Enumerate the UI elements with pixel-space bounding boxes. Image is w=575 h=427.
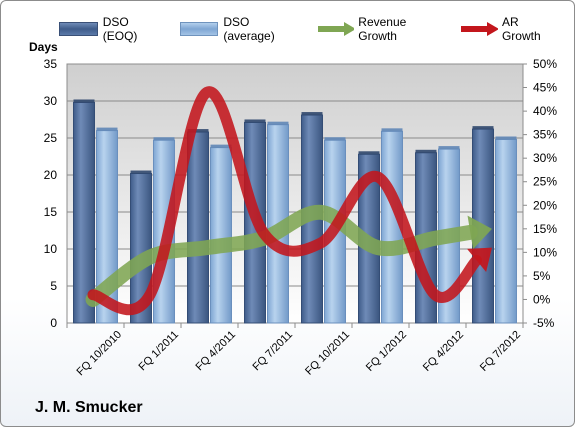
revenue-growth-line <box>85 204 478 307</box>
legend-swatch-dso-average <box>179 22 219 36</box>
y2-tick-label: 45% <box>533 81 557 95</box>
bar-top <box>210 144 232 148</box>
y2-tick-label: 10% <box>533 245 557 259</box>
y2-tick-label: 20% <box>533 198 557 212</box>
legend-arrow-green <box>317 22 355 36</box>
y2-tick-label: -5% <box>533 316 555 330</box>
bar-top <box>130 170 152 174</box>
y-tick-label: 30 <box>44 94 58 108</box>
legend-item-dso-average: DSO (average) <box>179 15 298 43</box>
y-tick-label: 20 <box>44 168 58 182</box>
company-name: J. M. Smucker <box>35 399 143 416</box>
legend-label-ar-growth: AR Growth <box>501 15 541 43</box>
bar-top <box>381 128 403 132</box>
x-tick-label: FQ 7/2011 <box>250 329 295 374</box>
legend: DSO (EOQ) DSO (average) Revenue Growth A… <box>59 15 574 43</box>
y-tick-label: 15 <box>44 205 58 219</box>
x-tick-label: FQ 10/2010 <box>75 329 125 379</box>
y-tick-label: 0 <box>50 316 57 330</box>
y-tick-label: 5 <box>50 279 57 293</box>
ar-growth-line <box>87 86 483 316</box>
bar-top <box>153 137 175 141</box>
legend-item-dso-eoq: DSO (EOQ) <box>59 15 162 43</box>
y-axis-label: Days <box>29 40 58 54</box>
y2-tick-label: 30% <box>533 151 557 165</box>
x-tick-label: FQ 1/2012 <box>364 329 409 374</box>
bar-top <box>438 146 460 150</box>
legend-label-dso-average: DSO (average) <box>223 15 275 43</box>
legend-swatch-dso-eoq <box>59 22 98 36</box>
y2-tick-label: 25% <box>533 175 557 189</box>
y-tick-label: 10 <box>44 242 58 256</box>
bar-top <box>472 126 494 130</box>
bar <box>210 147 232 324</box>
bar-top <box>358 151 380 155</box>
legend-arrow-red <box>461 22 498 36</box>
y2-tick-label: 5% <box>533 269 551 283</box>
legend-label-dso-eoq: DSO (EOQ) <box>102 15 138 43</box>
bar-top <box>495 136 517 140</box>
y-tick-label: 25 <box>44 131 58 145</box>
x-tick-label: FQ 4/2011 <box>193 329 238 374</box>
bar-top <box>415 149 437 153</box>
bar-top <box>324 137 346 141</box>
bar-top <box>301 112 323 116</box>
bar-top <box>267 121 289 125</box>
y2-tick-label: 0% <box>533 292 551 306</box>
x-tick-label: FQ 10/2011 <box>303 329 352 378</box>
y2-tick-label: 35% <box>533 128 557 142</box>
y2-tick-label: 40% <box>533 104 557 118</box>
y-tick-label: 35 <box>44 57 58 71</box>
revenue-growth-arrowhead <box>467 215 492 250</box>
plot-area: 0 5 10 15 20 25 30 35 -5% 0% 5% 10% 15% 20% 25% 30% 35% 4… <box>29 40 557 378</box>
bar <box>495 138 517 324</box>
legend-item-ar-growth: AR Growth <box>459 15 556 43</box>
legend-label-revenue-growth: Revenue Growth <box>358 15 407 43</box>
x-tick-label: FQ 7/2012 <box>478 329 523 374</box>
bar-top <box>244 119 266 123</box>
y2-tick-label: 15% <box>533 222 557 236</box>
legend-item-revenue-growth: Revenue Growth <box>316 15 442 43</box>
bar <box>187 131 209 324</box>
bar-top <box>73 99 95 103</box>
x-tick-label: FQ 1/2011 <box>136 329 181 374</box>
ar-growth-arrowhead <box>467 247 492 272</box>
bar-top <box>96 127 118 131</box>
y2-tick-label: 50% <box>533 57 557 71</box>
x-tick-label: FQ 4/2012 <box>421 329 466 374</box>
bar-top <box>187 129 209 133</box>
